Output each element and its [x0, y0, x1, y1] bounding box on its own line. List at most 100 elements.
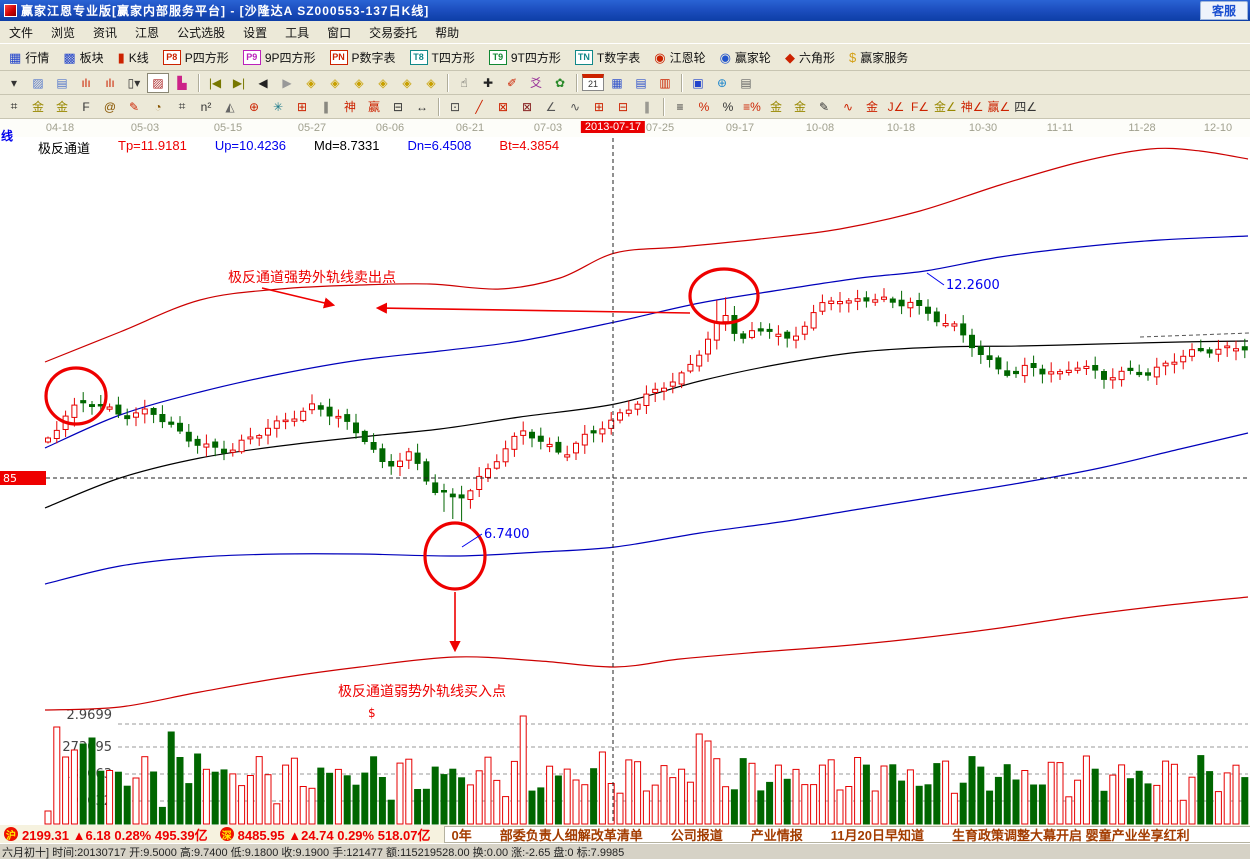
- 9p-square-button[interactable]: P9 9P四方形: [236, 47, 323, 68]
- style-dropdown-button[interactable]: ▾: [10, 75, 18, 90]
- calculator-button[interactable]: ▦: [611, 75, 623, 90]
- t-square-button[interactable]: T8 T四方形: [403, 47, 482, 68]
- prev-bar-button[interactable]: ◀: [258, 75, 268, 90]
- gann-box-2-button[interactable]: ⊠: [521, 99, 533, 114]
- red-grid-button[interactable]: ⊞: [593, 99, 605, 114]
- parallel-lines-button[interactable]: ∥: [644, 99, 650, 114]
- menu-news[interactable]: 资讯: [93, 25, 118, 40]
- wave-line-button[interactable]: ∿: [842, 99, 854, 114]
- gann-wheel-button[interactable]: ◉ 江恩轮: [647, 47, 712, 68]
- crosshair-button[interactable]: ✚: [482, 75, 494, 90]
- menu-browse[interactable]: 浏览: [51, 25, 76, 40]
- marker-pen-button[interactable]: ✐: [506, 75, 518, 90]
- kline-chart[interactable]: 线 极反通道 Tp=11.9181 Up=10.4236 Md=8.7331 Dn=6.…: [0, 129, 1250, 825]
- news-ticker[interactable]: 0年 部委负责人细解改革清单 公司报道 产业情报 11月20日早知道 生育政策调整大幕开启…: [444, 825, 1250, 843]
- next-bar-button[interactable]: ▶: [282, 75, 292, 90]
- kline-button[interactable]: ▮ K线: [111, 47, 156, 68]
- gold-grid-2-button[interactable]: 金: [55, 100, 68, 114]
- red-table-button[interactable]: ⊟: [617, 99, 629, 114]
- gold-lines-button[interactable]: 金: [793, 100, 806, 114]
- ticker-item[interactable]: 产业情报: [750, 827, 803, 843]
- bars-p3-button[interactable]: ılı: [81, 75, 91, 90]
- hexagon-button[interactable]: ◆ 六角形: [778, 47, 842, 68]
- clipboard-button[interactable]: ▤: [56, 75, 68, 90]
- j-angle-button[interactable]: J∠: [887, 99, 905, 114]
- number-table-button[interactable]: ⊟: [392, 99, 404, 114]
- ticker-item[interactable]: 部委负责人细解改革清单: [499, 827, 643, 843]
- gold-circle-button[interactable]: 金: [769, 100, 782, 114]
- menu-formula-picker[interactable]: 公式选股: [177, 25, 226, 40]
- pattern-highlight-button[interactable]: ▨: [147, 72, 169, 93]
- drag-hand-button[interactable]: ☝: [460, 75, 468, 90]
- gann-circle-button[interactable]: ◔: [154, 99, 162, 114]
- quotes-button[interactable]: ▦ 行情: [2, 47, 56, 68]
- winner-service-button[interactable]: $ 赢家服务: [842, 47, 915, 68]
- mirror-button[interactable]: ◭: [225, 99, 235, 114]
- zigzag-button[interactable]: ∿: [569, 99, 581, 114]
- fib-f-button[interactable]: F: [82, 99, 90, 114]
- menu-gann[interactable]: 江恩: [135, 25, 160, 40]
- menu-trade[interactable]: 交易委托: [369, 25, 418, 40]
- menu-tools[interactable]: 工具: [285, 25, 310, 40]
- bars-p9-button[interactable]: ılı: [105, 75, 115, 90]
- star-grid-button[interactable]: ✳: [272, 99, 284, 114]
- ying-angle-button[interactable]: 赢∠: [987, 100, 1011, 114]
- diamond-expand-button[interactable]: ◈: [354, 75, 364, 90]
- menu-settings[interactable]: 设置: [243, 25, 268, 40]
- percent-lines-button[interactable]: ≡%: [743, 99, 761, 114]
- ticker-item[interactable]: 生育政策调整大幕开启 婴童产业坐享红利: [951, 827, 1190, 843]
- customer-service-button[interactable]: 客服: [1200, 1, 1248, 20]
- gann-box-button[interactable]: ⊠: [497, 99, 509, 114]
- tick-marks-button[interactable]: ∥: [323, 99, 329, 114]
- color-stack-button[interactable]: ▙: [177, 75, 187, 90]
- volume-ladder-button[interactable]: ≡: [676, 99, 684, 114]
- n-square-button[interactable]: n²: [200, 99, 212, 114]
- t-number-table-button[interactable]: TN T数字表: [568, 47, 647, 68]
- web-button[interactable]: ⊕: [716, 75, 728, 90]
- notes-button[interactable]: ▤: [635, 75, 647, 90]
- print-button[interactable]: ▤: [740, 75, 752, 90]
- spiral-button[interactable]: @: [103, 99, 117, 114]
- diamond-grid-button[interactable]: ◈: [426, 75, 436, 90]
- shen-tool-button[interactable]: 神: [343, 100, 356, 114]
- percent-red-button[interactable]: %: [698, 99, 710, 114]
- flower-pattern-button[interactable]: ✿: [554, 75, 566, 90]
- red-manual-button[interactable]: ▥: [659, 75, 671, 90]
- first-bar-button[interactable]: |◀: [208, 75, 222, 90]
- diamond-left-button[interactable]: ◈: [306, 75, 316, 90]
- seal-button[interactable]: 爻: [529, 76, 542, 90]
- chart-pattern-button[interactable]: ▨: [32, 75, 44, 90]
- f-angle-button[interactable]: F∠: [910, 99, 930, 114]
- gold-angle-button[interactable]: 金∠: [934, 100, 957, 114]
- width-measure-button[interactable]: ↔: [416, 99, 428, 114]
- shen-angle-button[interactable]: 神∠: [960, 100, 984, 114]
- p-square-button[interactable]: P8 P四方形: [156, 47, 236, 68]
- calendar-button[interactable]: 21: [582, 74, 604, 91]
- ruler-grid-button[interactable]: ⌗: [178, 99, 186, 113]
- percent-button[interactable]: %: [722, 99, 734, 114]
- ticker-item[interactable]: 0年: [451, 827, 472, 843]
- target-button[interactable]: ⊕: [248, 99, 260, 114]
- fan-lines-button[interactable]: ╱: [475, 99, 483, 114]
- diamond-contract-button[interactable]: ◈: [378, 75, 388, 90]
- sectors-button[interactable]: ▩ 板块: [56, 47, 110, 68]
- menu-help[interactable]: 帮助: [435, 25, 460, 40]
- pencil-button[interactable]: ✎: [128, 99, 140, 114]
- menu-window[interactable]: 窗口: [327, 25, 352, 40]
- 9t-square-button[interactable]: T9 9T四方形: [482, 47, 568, 68]
- last-bar-button[interactable]: ▶|: [232, 75, 246, 90]
- ink-pen-button[interactable]: ✎: [818, 99, 830, 114]
- gold-red-button[interactable]: 金: [865, 100, 878, 114]
- box-grid-button[interactable]: ⊞: [296, 99, 308, 114]
- ticker-item[interactable]: 11月20日早知道: [830, 827, 924, 843]
- grid-lines-button[interactable]: ⌗: [10, 99, 18, 113]
- diamond-cross-button[interactable]: ◈: [402, 75, 412, 90]
- candle-style-button[interactable]: ▯▾: [127, 75, 141, 90]
- rect-select-button[interactable]: ⊡: [449, 99, 461, 114]
- ying-tool-button[interactable]: 赢: [367, 100, 380, 114]
- angle-line-button[interactable]: ∠: [545, 99, 557, 114]
- winner-wheel-button[interactable]: ◉ 赢家轮: [713, 47, 778, 68]
- save-button[interactable]: ▣: [692, 75, 704, 90]
- gold-grid-1-button[interactable]: 金: [31, 100, 44, 114]
- diamond-right-button[interactable]: ◈: [330, 75, 340, 90]
